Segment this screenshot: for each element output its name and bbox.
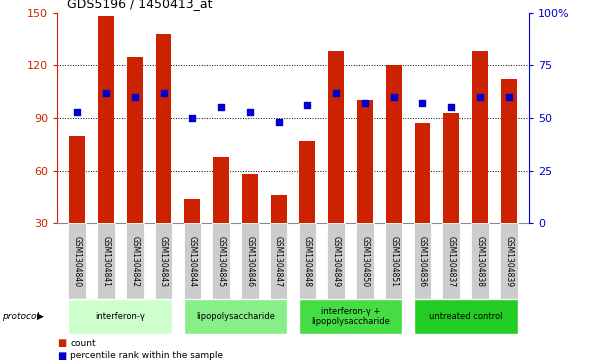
Text: GSM1304844: GSM1304844 <box>188 236 197 287</box>
Bar <box>356 223 374 299</box>
Point <box>331 90 341 95</box>
Bar <box>444 113 459 223</box>
Bar <box>413 223 431 299</box>
Text: count: count <box>70 339 96 347</box>
Bar <box>155 223 172 299</box>
Text: protocol: protocol <box>2 312 39 321</box>
Bar <box>299 223 316 299</box>
Point <box>101 90 111 95</box>
Bar <box>385 223 403 299</box>
Text: ■: ■ <box>57 351 66 361</box>
Bar <box>299 141 316 223</box>
Bar <box>97 223 115 299</box>
Text: GDS5196 / 1450413_at: GDS5196 / 1450413_at <box>67 0 212 10</box>
Text: percentile rank within the sample: percentile rank within the sample <box>70 351 224 360</box>
Point <box>73 109 82 115</box>
Text: interferon-γ +
lipopolysaccharide: interferon-γ + lipopolysaccharide <box>311 307 390 326</box>
Text: GSM1304840: GSM1304840 <box>73 236 82 287</box>
Bar <box>242 174 258 223</box>
Point <box>302 102 312 108</box>
Point <box>447 105 456 110</box>
Text: GSM1304842: GSM1304842 <box>130 236 139 287</box>
Text: GSM1304847: GSM1304847 <box>274 236 283 287</box>
Text: ■: ■ <box>57 338 66 348</box>
Point <box>360 100 370 106</box>
Text: GSM1304849: GSM1304849 <box>332 236 341 287</box>
Bar <box>328 51 344 223</box>
Bar <box>69 135 85 223</box>
Bar <box>270 195 287 223</box>
Point <box>475 94 485 100</box>
Bar <box>442 223 460 299</box>
Bar <box>185 199 200 223</box>
Bar <box>241 223 258 299</box>
Text: GSM1304845: GSM1304845 <box>216 236 225 287</box>
Text: untreated control: untreated control <box>429 312 502 321</box>
Point <box>418 100 427 106</box>
Bar <box>500 223 517 299</box>
Bar <box>126 223 144 299</box>
Bar <box>299 299 403 334</box>
Text: ▶: ▶ <box>37 312 44 321</box>
Text: lipopolysaccharide: lipopolysaccharide <box>196 312 275 321</box>
Bar <box>212 223 230 299</box>
Bar <box>472 51 488 223</box>
Bar <box>183 223 201 299</box>
Bar <box>270 223 287 299</box>
Point <box>504 94 513 100</box>
Text: GSM1304846: GSM1304846 <box>245 236 254 287</box>
Bar <box>69 299 172 334</box>
Bar <box>415 123 430 223</box>
Bar <box>413 299 517 334</box>
Bar <box>471 223 489 299</box>
Point <box>188 115 197 121</box>
Bar <box>501 79 517 223</box>
Bar <box>127 57 142 223</box>
Text: GSM1304841: GSM1304841 <box>102 236 111 287</box>
Text: GSM1304838: GSM1304838 <box>475 236 484 287</box>
Text: GSM1304837: GSM1304837 <box>447 236 456 287</box>
Bar <box>357 101 373 223</box>
Text: interferon-γ: interferon-γ <box>96 312 145 321</box>
Point <box>159 90 168 95</box>
Point <box>245 109 255 115</box>
Bar <box>98 16 114 223</box>
Text: GSM1304848: GSM1304848 <box>303 236 312 287</box>
Bar <box>69 223 86 299</box>
Text: GSM1304836: GSM1304836 <box>418 236 427 287</box>
Point <box>130 94 139 100</box>
Point <box>274 119 284 125</box>
Bar <box>156 34 171 223</box>
Point <box>389 94 398 100</box>
Bar <box>328 223 345 299</box>
Bar <box>213 156 229 223</box>
Text: GSM1304850: GSM1304850 <box>361 236 370 287</box>
Text: GSM1304839: GSM1304839 <box>504 236 513 287</box>
Text: GSM1304851: GSM1304851 <box>389 236 398 287</box>
Bar <box>183 299 287 334</box>
Text: GSM1304843: GSM1304843 <box>159 236 168 287</box>
Bar <box>386 65 401 223</box>
Point <box>216 105 226 110</box>
